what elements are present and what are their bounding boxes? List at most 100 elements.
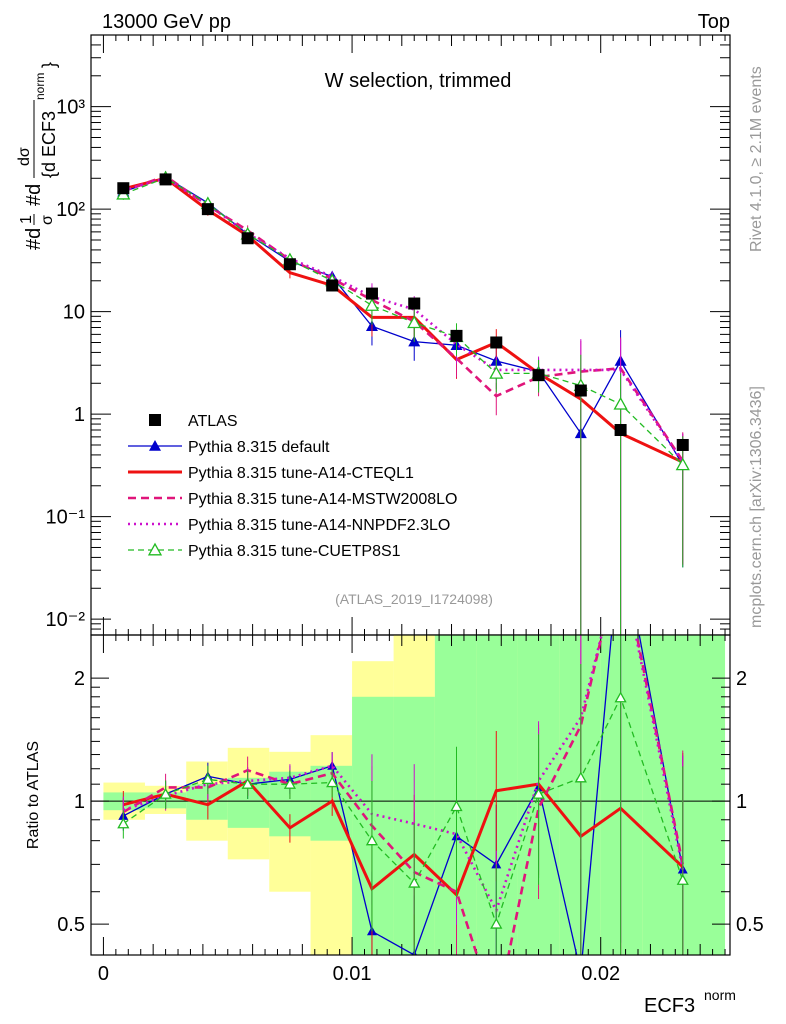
ratio-line: [122, 635, 685, 914]
main-series-group: [116, 170, 690, 635]
x-tick-label: 0: [98, 963, 109, 985]
y-tick-label: 1: [74, 404, 85, 426]
data-point-cuetp8s1: [675, 457, 690, 471]
data-point-atlas: [574, 384, 587, 397]
legend-item: Pythia 8.315 default: [128, 439, 330, 456]
data-point-atlas: [614, 424, 627, 437]
data-point-atlas: [241, 232, 254, 245]
svg-text:1: 1: [18, 215, 35, 224]
data-point-atlas: [532, 369, 545, 382]
legend-label: Pythia 8.315 tune-A14-NNPDF2.3LO: [188, 517, 450, 534]
x-tick-labels: 0 0.01 0.02: [98, 963, 620, 985]
legend-label: Pythia 8.315 default: [188, 439, 330, 456]
ratio-y-tick-label-left: 1: [74, 791, 85, 813]
svg-text:#d: #d: [23, 228, 45, 250]
data-point-cuetp8s1: [532, 787, 545, 799]
legend-label: ATLAS: [188, 413, 238, 430]
legend-label: Pythia 8.315 tune-A14-MSTW2008LO: [188, 491, 457, 508]
data-point-atlas: [159, 173, 172, 186]
stat-band: [434, 635, 477, 955]
legend-item: Pythia 8.315 tune-A14-MSTW2008LO: [128, 491, 457, 508]
data-point-atlas: [408, 297, 421, 310]
svg-text:norm: norm: [33, 73, 47, 100]
mcplots-label: mcplots.cern.ch [arXiv:1306.3436]: [748, 386, 765, 628]
y-tick-label: 10³: [56, 97, 85, 119]
legend-label: Pythia 8.315 tune-A14-CTEQL1: [188, 465, 414, 482]
legend-item: Pythia 8.315 tune-A14-CTEQL1: [128, 465, 414, 482]
legend-item: ATLAS: [149, 413, 238, 430]
stat-band: [642, 635, 726, 955]
ratio-line: [122, 779, 684, 898]
stat-band: [600, 635, 643, 955]
y-tick-label: 10²: [56, 199, 85, 221]
y-tick-label: 10⁻¹: [46, 507, 86, 529]
stat-band: [559, 635, 601, 955]
data-point-cuetp8s1: [201, 773, 214, 785]
data-point-cuetp8s1: [407, 315, 422, 329]
energy-label: 13000 GeV pp: [102, 11, 231, 33]
series-pythia-8-315-default: [117, 171, 689, 635]
x-axis-label: ECF3 norm: [644, 987, 736, 1017]
ratio-y-tick-label-left: 0.5: [57, 914, 85, 936]
data-point-atlas: [117, 182, 130, 195]
legend-label: Pythia 8.315 tune-CUETP8S1: [188, 543, 401, 560]
legend-item: Pythia 8.315 tune-A14-NNPDF2.3LO: [128, 517, 450, 534]
data-point-cuetp8s1: [117, 817, 130, 829]
ratio-y-tick-labels: 0.5 0.5 1 1 2 2: [57, 668, 764, 936]
data-point-cuetp8s1: [365, 834, 379, 846]
svg-text:#d: #d: [23, 184, 45, 206]
series-line: [122, 176, 684, 463]
ratio-clip: [117, 635, 689, 955]
ratio-series-group: [117, 635, 689, 955]
data-point-cuetp8s1: [490, 917, 503, 929]
data-point-atlas: [450, 329, 463, 342]
svg-text:{d ECF3: {d ECF3: [39, 111, 59, 178]
svg-text:σ: σ: [39, 215, 56, 225]
data-point-atlas: [365, 287, 378, 300]
x-tick-label: 0.01: [333, 963, 372, 985]
ratio-y-axis-label: Ratio to ATLAS: [25, 741, 42, 849]
data-point-cuetp8s1: [450, 800, 463, 812]
svg-text:ECF3: ECF3: [644, 995, 695, 1017]
data-point-cuetp8s1: [147, 542, 163, 556]
main-y-tick-labels: 10⁻² 10⁻¹ 1 10 10² 10³: [46, 97, 86, 631]
ratio-line: [122, 696, 684, 927]
ratio-frame: [90, 634, 731, 956]
stat-band: [476, 635, 518, 955]
series-pythia-8-315-tune-a14-nnpdf2-3lo: [122, 173, 684, 635]
ratio-y-tick-label-right: 0.5: [736, 914, 764, 936]
ratio-y-tick-label-right: 1: [736, 791, 747, 813]
legend: ATLAS Pythia 8.315 default Pythia 8.315 tu…: [128, 413, 457, 560]
ratio-uncertainty-bands: [103, 635, 726, 955]
data-point-atlas: [676, 438, 689, 451]
y-tick-label: 10: [63, 302, 85, 324]
data-point-default: [149, 440, 161, 451]
data-point-atlas: [149, 414, 161, 426]
series-line: [122, 176, 684, 464]
svg-text:dσ: dσ: [16, 147, 33, 166]
data-point-atlas: [201, 203, 214, 216]
series-pythia-8-315-tune-cuetp8s1: [116, 170, 690, 635]
ratio-y-tick-label-left: 2: [74, 668, 85, 690]
main-y-axis-label: #d 1 σ #d dσ {d ECF3 norm }: [16, 62, 59, 250]
svg-text:norm: norm: [704, 987, 736, 1003]
top-label: Top: [698, 11, 730, 33]
data-point-atlas: [490, 336, 503, 349]
analysis-annotation: (ATLAS_2019_I1724098): [335, 591, 493, 607]
rivet-version-label: Rivet 4.1.0, ≥ 2.1M events: [748, 66, 765, 252]
data-point-cuetp8s1: [159, 787, 172, 799]
y-tick-label: 10⁻²: [46, 609, 86, 631]
data-point-cuetp8s1: [408, 876, 421, 888]
ratio-y-tick-label-right: 2: [736, 668, 747, 690]
data-point-cuetp8s1: [489, 366, 504, 379]
x-tick-label: 0.02: [581, 963, 620, 985]
data-point-cuetp8s1: [364, 298, 380, 311]
data-point-cuetp8s1: [283, 777, 297, 789]
data-point-cuetp8s1: [613, 396, 628, 410]
data-point-atlas: [283, 258, 296, 271]
data-point-cuetp8s1: [574, 771, 587, 783]
legend-item: Pythia 8.315 tune-CUETP8S1: [128, 542, 401, 560]
chart-title: W selection, trimmed: [325, 70, 512, 92]
ratio-line: [123, 635, 684, 955]
